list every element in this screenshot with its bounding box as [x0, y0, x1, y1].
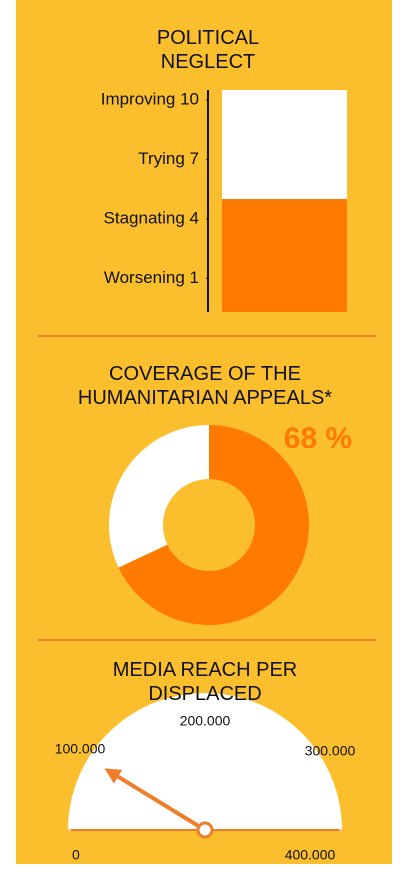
level-bar: [222, 199, 347, 312]
chart-title: POLITICAL NEGLECT: [156, 27, 260, 73]
value-label: 68 %: [284, 422, 352, 455]
y-tick-label: Improving 10: [101, 89, 199, 108]
needle-part: [104, 768, 123, 784]
y-tick-label: Stagnating 4: [104, 208, 199, 227]
gauge-face: [68, 693, 342, 830]
tick-label: 100.000: [55, 741, 106, 757]
y-tick-label: Trying 7: [138, 149, 199, 168]
needle-part: [116, 774, 207, 832]
tick-label: 0: [72, 847, 80, 863]
y-tick-label: Worsening 1: [104, 268, 199, 287]
chart-title: MEDIA REACH PER DISPLACED: [112, 659, 298, 705]
donut-segment: [118, 424, 309, 625]
tick-label: 200.000: [180, 713, 231, 729]
chart-title: COVERAGE OF THE HUMANITARIAN APPEALS*: [77, 363, 333, 409]
tick-label: 400.000: [285, 847, 336, 863]
tick: [299, 732, 303, 736]
gauge-needle: [104, 768, 214, 839]
tick: [107, 732, 111, 736]
tick-label: 300.000: [305, 743, 356, 759]
donut-segment: [108, 425, 209, 568]
needle-part: [196, 821, 214, 839]
